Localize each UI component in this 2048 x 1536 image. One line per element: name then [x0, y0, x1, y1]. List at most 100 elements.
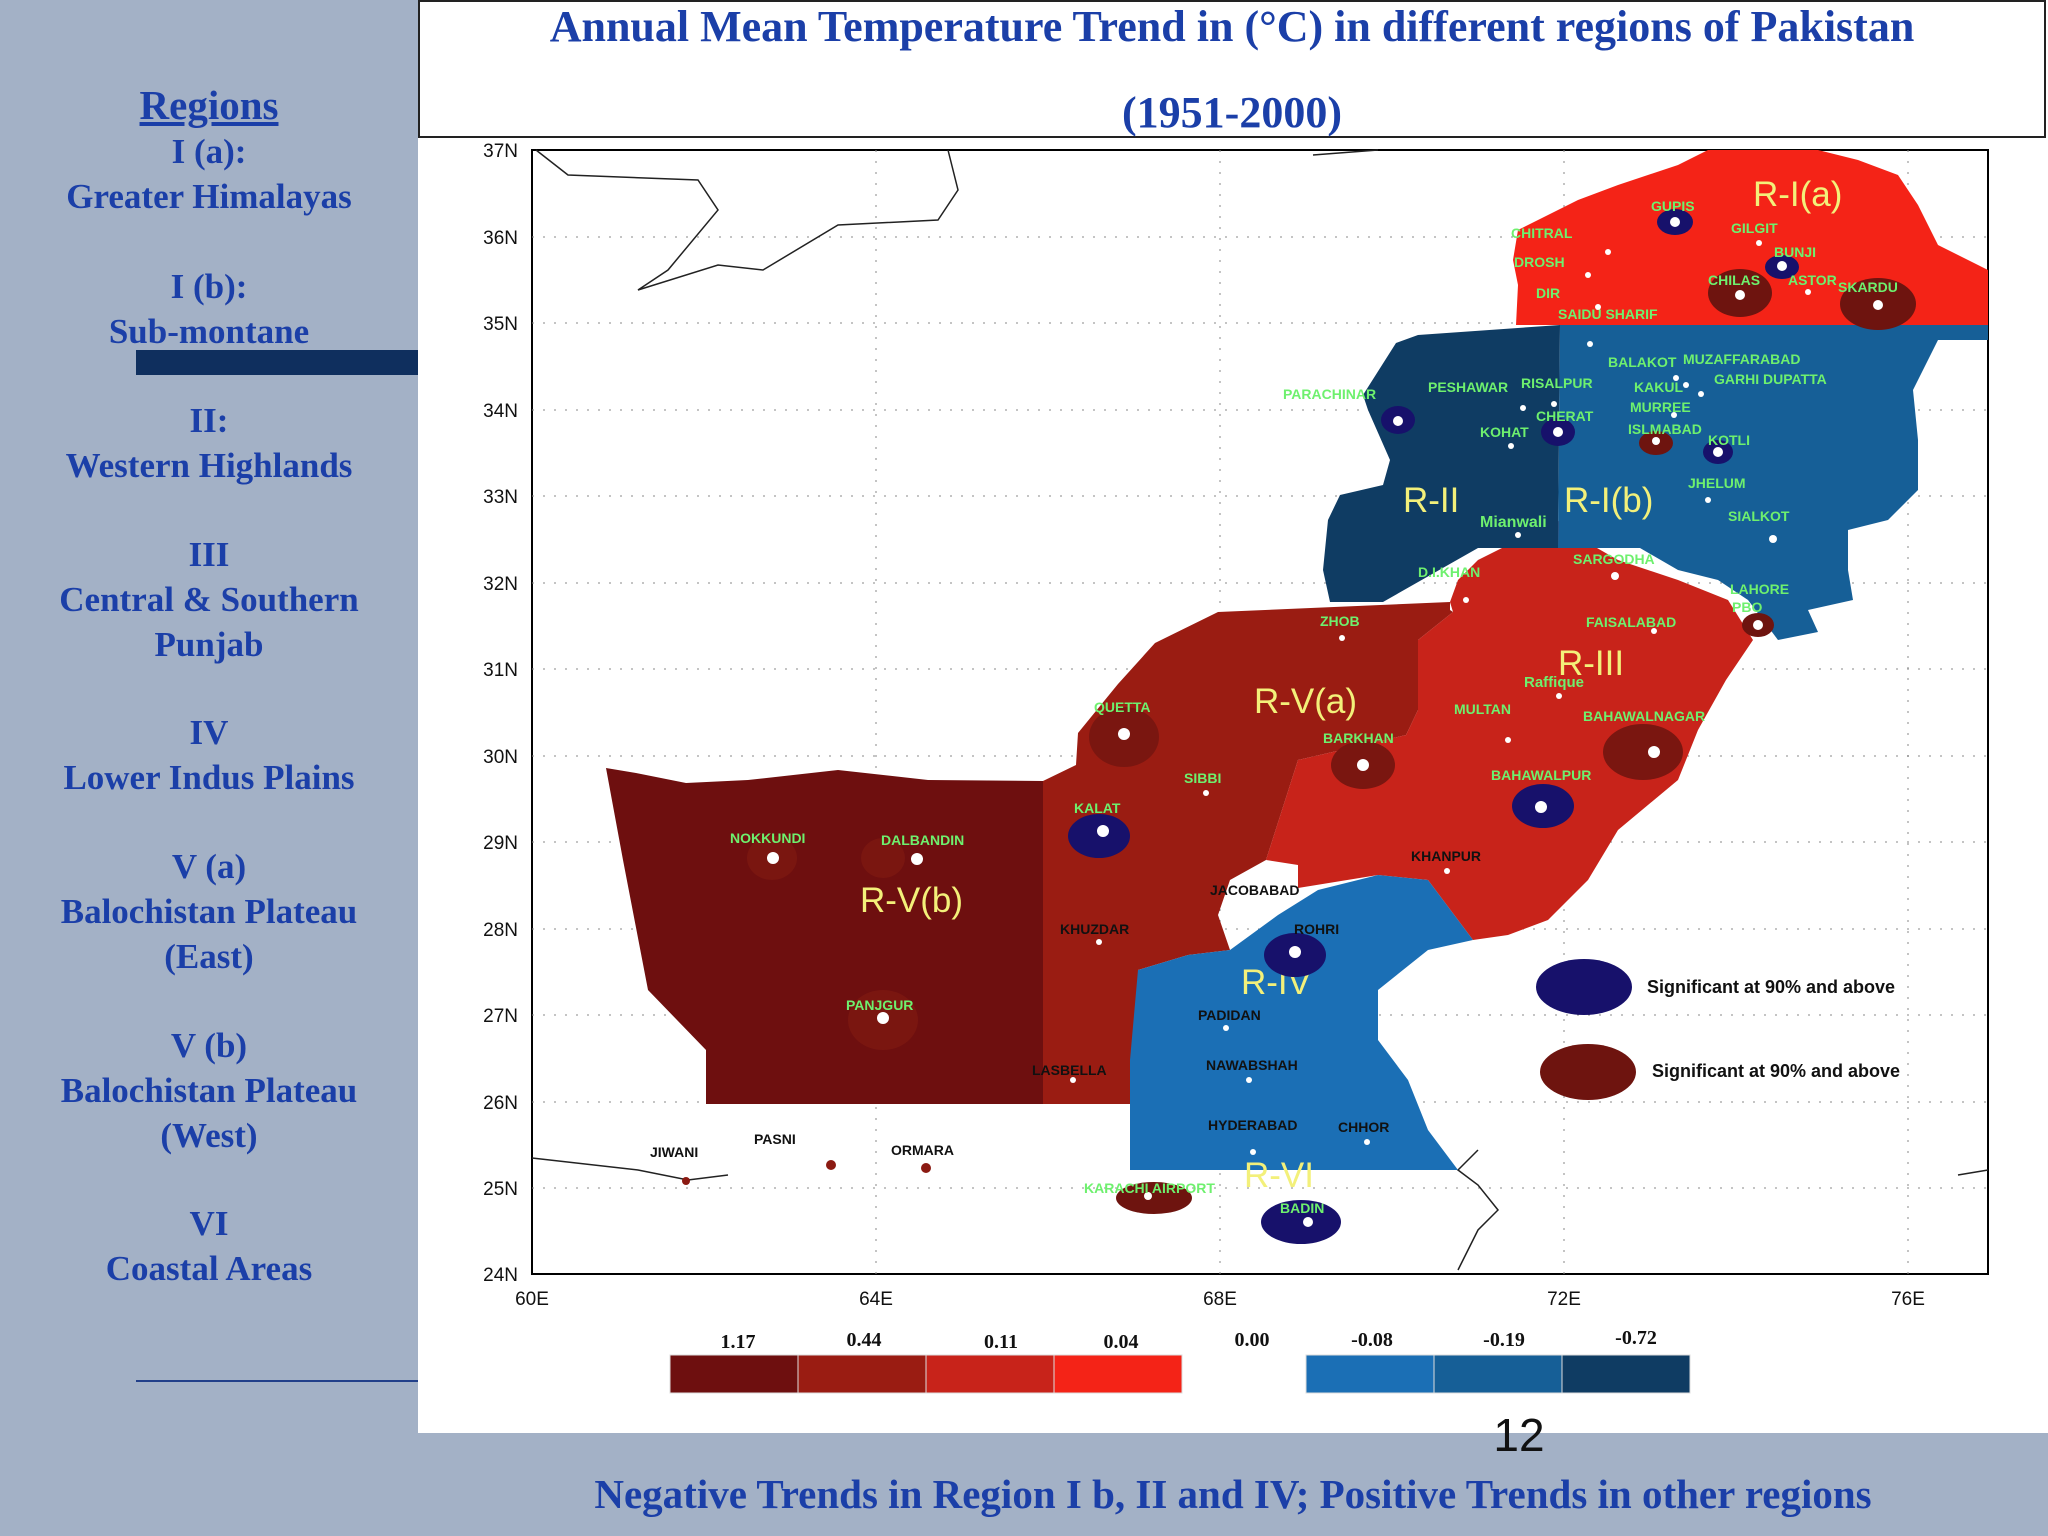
region-name: Lower Indus Plains	[63, 758, 355, 797]
station-label: HYDERABAD	[1208, 1117, 1297, 1133]
station-label: FAISALABAD	[1586, 614, 1676, 630]
station-label: PARACHINAR	[1283, 386, 1376, 402]
station-label: PASNI	[754, 1131, 796, 1147]
station-label: KARACHI AIRPORT	[1084, 1180, 1215, 1196]
station-label: JHELUM	[1688, 475, 1746, 491]
station-labels: GUPIS CHITRAL GILGIT BUNJI DROSH CHILAS …	[650, 198, 1898, 1216]
svg-text:68E: 68E	[1203, 1289, 1237, 1310]
colorbar-label: 1.17	[721, 1331, 756, 1353]
page-title: Annual Mean Temperature Trend in (°C) in…	[549, 2, 1915, 51]
station-label: LASBELLA	[1032, 1062, 1107, 1078]
station-label: KALAT	[1074, 800, 1121, 816]
station-label: KOHAT	[1480, 424, 1529, 440]
station-label: KOTLI	[1708, 432, 1750, 448]
region-item-5b: V (b) Balochistan Plateau (West)	[0, 1023, 418, 1158]
region-item-6: VI Coastal Areas	[0, 1201, 418, 1291]
regions-heading: Regions	[139, 82, 279, 128]
region-code: V (b)	[170, 1026, 248, 1065]
colorbar-label: 0.04	[1104, 1331, 1139, 1353]
significance-markers	[747, 209, 1916, 1244]
region-name: Western Highlands	[65, 446, 353, 485]
region-code: IV	[189, 713, 229, 752]
station-label: KHUZDAR	[1060, 921, 1129, 937]
svg-text:24N: 24N	[483, 1265, 518, 1286]
region-name: Sub-montane	[108, 312, 310, 351]
legend-swatch	[1540, 1044, 1636, 1100]
station-label: PADIDAN	[1198, 1007, 1261, 1023]
footer-caption: Negative Trends in Region I b, II and IV…	[594, 1471, 1872, 1517]
station-label: CHILAS	[1708, 272, 1760, 288]
station-label: DIR	[1536, 285, 1560, 301]
station-label: QUETTA	[1094, 699, 1151, 715]
station-label: SIBBI	[1184, 770, 1221, 786]
region-item-1b: I (b): Sub-montane	[0, 264, 418, 354]
station-label: CHITRAL	[1511, 225, 1573, 241]
station-label: MUZAFFARABAD	[1683, 351, 1800, 367]
region-label: R-V(a)	[1254, 682, 1357, 721]
station-label: PANJGUR	[846, 997, 913, 1013]
station-label: ISLMABAD	[1628, 421, 1702, 437]
station-label: JACOBABAD	[1210, 882, 1299, 898]
station-label: SAIDU SHARIF	[1558, 306, 1658, 322]
station-label: SKARDU	[1838, 279, 1898, 295]
station-label: CHERAT	[1536, 408, 1594, 424]
region-item-5a: V (a) Balochistan Plateau (East)	[0, 844, 418, 979]
station-label: KAKUL	[1634, 379, 1683, 395]
svg-text:64E: 64E	[859, 1289, 893, 1310]
svg-text:26N: 26N	[483, 1093, 518, 1114]
region-item-4: IV Lower Indus Plains	[0, 710, 418, 800]
svg-text:37N: 37N	[483, 141, 518, 162]
region-label: R-II	[1403, 481, 1459, 520]
region-code: III	[188, 535, 230, 574]
neighbour-borders	[531, 149, 1989, 1271]
page-subtitle: (1951-2000)	[1122, 88, 1342, 137]
svg-text:29N: 29N	[483, 833, 518, 854]
region-II	[1323, 325, 1560, 602]
region-code: V (a)	[171, 847, 247, 886]
station-label: DALBANDIN	[881, 832, 964, 848]
svg-text:36N: 36N	[483, 228, 518, 249]
station-label: PBO	[1732, 599, 1762, 615]
station-label: ROHRI	[1294, 921, 1339, 937]
region-I-b	[1558, 325, 1988, 640]
colorbar-label: -0.08	[1351, 1329, 1393, 1351]
region-code: I (b):	[170, 267, 248, 306]
station-label: GUPIS	[1651, 198, 1695, 214]
legend-label: Significant at 90% and above	[1652, 1061, 1900, 1081]
latitude-labels: 37N 36N 35N 34N 33N 32N 31N 30N 29N 28N 27N 26…	[483, 141, 518, 1286]
svg-text:31N: 31N	[483, 660, 518, 681]
svg-text:35N: 35N	[483, 314, 518, 335]
station-label: LAHORE	[1730, 581, 1789, 597]
divider	[136, 1380, 418, 1382]
station-label: BARKHAN	[1323, 730, 1394, 746]
region-code: I (a):	[171, 132, 247, 171]
region-item-1a: I (a): Greater Himalayas	[0, 129, 418, 219]
region-IV	[1130, 875, 1473, 1170]
slide-title-box: Annual Mean Temperature Trend in (°C) in…	[418, 0, 2046, 138]
region-label: R-VI	[1244, 1156, 1314, 1195]
station-label: JIWANI	[650, 1144, 698, 1160]
station-label: KHANPUR	[1411, 848, 1481, 864]
station-label: BALAKOT	[1608, 354, 1677, 370]
station-label: D.I.KHAN	[1418, 564, 1480, 580]
sidebar: Regions I (a): Greater Himalayas I (b): …	[0, 0, 418, 1536]
svg-text:32N: 32N	[483, 574, 518, 595]
region-name: Greater Himalayas	[66, 177, 352, 216]
svg-text:76E: 76E	[1891, 1289, 1925, 1310]
region-item-2: II: Western Highlands	[0, 398, 418, 488]
station-label: Raffique	[1524, 674, 1584, 691]
colorbar: 1.17 0.44 0.11 0.04 0.00 -0.08 -0.19 -0.…	[669, 1327, 1691, 1394]
station-label: GARHI DUPATTA	[1714, 371, 1827, 387]
region-code: II:	[189, 401, 229, 440]
station-label: GILGIT	[1731, 220, 1778, 236]
region-code: VI	[189, 1204, 229, 1243]
svg-text:25N: 25N	[483, 1179, 518, 1200]
region-name: Central & Southern Punjab	[59, 580, 359, 664]
station-label: MURREE	[1630, 399, 1691, 415]
station-label: SIALKOT	[1728, 508, 1790, 524]
station-label: NOKKUNDI	[730, 830, 805, 846]
region-labels: R-I(a) R-I(b) R-II R-III R-IV R-V(a) R-V…	[860, 175, 1842, 1195]
colorbar-label: -0.72	[1615, 1327, 1657, 1349]
page-number: 12	[1493, 1409, 1545, 1461]
region-label: R-I(b)	[1564, 481, 1653, 520]
